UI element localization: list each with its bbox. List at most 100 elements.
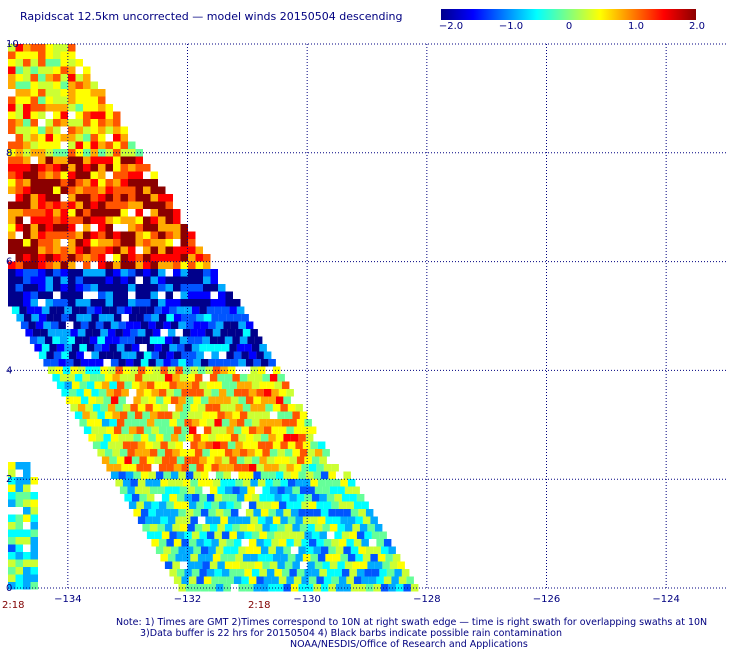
wind-cell (23, 96, 31, 104)
wind-cell (30, 552, 38, 560)
wind-cell (30, 276, 38, 284)
wind-cell (346, 576, 354, 584)
wind-cell (157, 486, 165, 494)
wind-cell (68, 239, 76, 247)
wind-cell (142, 336, 150, 344)
wind-cell (163, 321, 171, 329)
wind-cell (191, 306, 200, 314)
wind-cell (107, 366, 116, 374)
wind-cell (28, 321, 36, 329)
wind-cell (166, 426, 174, 434)
wind-cell (155, 321, 164, 329)
wind-cell (89, 336, 98, 344)
wind-cell (164, 524, 173, 532)
wind-cell (60, 104, 68, 112)
wind-cell (120, 186, 128, 194)
wind-cell (128, 261, 136, 269)
wind-cell (311, 456, 320, 464)
wind-cell (191, 456, 200, 464)
wind-cell (218, 426, 227, 434)
wind-cell (236, 419, 245, 427)
wind-cell (212, 404, 221, 412)
wind-cell (120, 254, 128, 262)
wind-cell (280, 441, 288, 449)
wind-cell (90, 149, 98, 157)
wind-cell (187, 486, 195, 494)
wind-cell (130, 329, 138, 337)
wind-cell (150, 186, 158, 194)
wind-cell (163, 509, 171, 517)
wind-cell (74, 336, 83, 344)
wind-cell (68, 224, 76, 232)
wind-cell (38, 269, 46, 277)
wind-cell (211, 426, 219, 434)
wind-cell (8, 104, 16, 112)
wind-cell (170, 396, 179, 404)
wind-cell (47, 366, 56, 374)
wind-cell (15, 582, 23, 590)
wind-cell (215, 584, 224, 592)
wind-cell (127, 449, 135, 457)
wind-cell (143, 224, 151, 232)
wind-cell (175, 479, 183, 487)
wind-cell (165, 224, 173, 232)
wind-cell (128, 186, 136, 194)
wind-cell (151, 426, 159, 434)
wind-cell (347, 516, 356, 524)
wind-cell (158, 284, 166, 292)
wind-cell (187, 524, 195, 532)
wind-cell (120, 156, 128, 164)
wind-cell (119, 411, 128, 419)
wind-cell (154, 419, 162, 427)
wind-cell (131, 456, 140, 464)
wind-cell (254, 524, 263, 532)
wind-cell (350, 546, 359, 554)
wind-cell (323, 464, 332, 472)
wind-cell (287, 404, 296, 412)
wind-cell (233, 389, 242, 397)
wind-cell (359, 524, 368, 532)
wind-cell (143, 291, 151, 299)
wind-cell (60, 186, 68, 194)
wind-cell (50, 359, 59, 367)
wind-cell (15, 462, 23, 470)
wind-cell (158, 276, 166, 284)
wind-cell (161, 531, 170, 539)
wind-cell (113, 179, 121, 187)
wind-cell (23, 246, 31, 254)
wind-cell (200, 471, 209, 479)
wind-cell (75, 126, 83, 134)
wind-cell (304, 494, 312, 502)
wind-cell (277, 561, 285, 569)
wind-cell (154, 381, 162, 389)
wind-cell (15, 209, 23, 217)
wind-cell (245, 321, 254, 329)
wind-cell (317, 554, 326, 562)
wind-cell (23, 186, 31, 194)
wind-cell (150, 261, 158, 269)
wind-cell (304, 419, 312, 427)
wind-cell (118, 359, 126, 367)
wind-cell (266, 419, 275, 427)
wind-cell (341, 494, 350, 502)
wind-cell (86, 306, 95, 314)
wind-cell (185, 434, 194, 442)
wind-cell (105, 276, 113, 284)
wind-cell (181, 314, 189, 322)
wind-cell (98, 89, 106, 97)
wind-cell (352, 486, 360, 494)
wind-cell (98, 261, 106, 269)
wind-cell (185, 321, 194, 329)
wind-cell (142, 411, 150, 419)
wind-cell (214, 494, 222, 502)
wind-cell (259, 569, 267, 577)
wind-cell (107, 329, 116, 337)
wind-cell (239, 486, 248, 494)
wind-cell (227, 554, 236, 562)
wind-cell (15, 246, 23, 254)
wind-cell (90, 96, 98, 104)
wind-cell (197, 441, 206, 449)
wind-cell (145, 479, 153, 487)
wind-cell (160, 404, 168, 412)
wind-cell (30, 81, 38, 89)
